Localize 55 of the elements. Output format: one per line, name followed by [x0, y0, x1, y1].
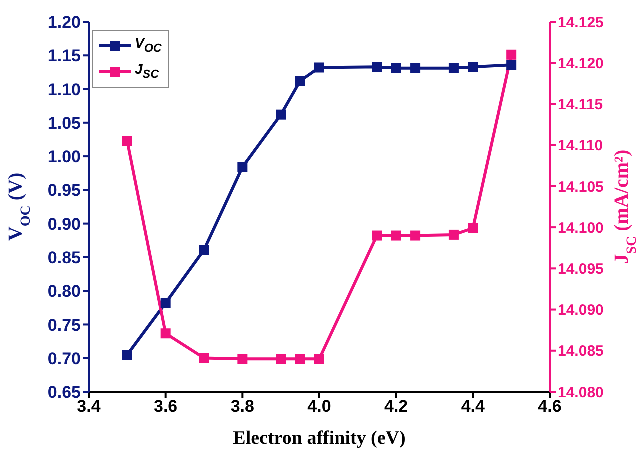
x-tick-label: 3.8 [230, 397, 254, 416]
y-tick-label: 1.15 [48, 46, 81, 66]
point [468, 223, 478, 234]
x-axis-title: Electron affinity (eV) [233, 428, 406, 449]
y2-tick-label: 14.095 [558, 260, 604, 278]
point [506, 50, 517, 60]
point [276, 354, 286, 364]
point [391, 63, 402, 74]
point [122, 136, 132, 146]
point [295, 354, 306, 364]
y-tick-label: 0.85 [48, 248, 81, 268]
x-tick-label: 3.4 [77, 397, 102, 416]
legend-label: V$_{OC}$ [135, 34, 162, 57]
y2-tick-label: 14.125 [558, 14, 604, 32]
point [295, 76, 306, 86]
point [314, 62, 324, 73]
y2-tick-label: 14.085 [558, 343, 604, 360]
point [122, 350, 132, 360]
y2-tick-label: 14.090 [558, 302, 604, 320]
point [199, 353, 210, 364]
x-tick-label: 4.2 [384, 397, 408, 416]
y-tick-label: 0.70 [48, 349, 81, 368]
x-tick-label: 4.4 [461, 397, 486, 416]
y-tick-label: 1.05 [48, 114, 81, 133]
y-tick-label: 1.00 [48, 148, 81, 167]
point [160, 298, 171, 308]
point [506, 60, 517, 70]
point [448, 63, 459, 74]
point [410, 230, 421, 241]
point [314, 354, 324, 364]
y2-tick-label: 14.110 [558, 138, 604, 155]
y-tick-label: 0.90 [48, 214, 81, 234]
point [199, 245, 210, 256]
legend-label: J$_{SC}$ [135, 60, 159, 83]
point [238, 162, 248, 172]
x-tick-label: 3.6 [154, 397, 178, 416]
y-tick-label: 1.10 [48, 80, 81, 100]
x-tick-label: 4.0 [308, 397, 332, 416]
point [238, 354, 248, 364]
y-tick-label: 0.80 [48, 282, 81, 302]
y-tick-label: 0.95 [48, 181, 81, 200]
point [372, 230, 382, 241]
point [160, 328, 171, 339]
point [391, 230, 402, 241]
y2-tick-label: 14.120 [558, 55, 604, 72]
point [410, 63, 421, 74]
y-tick-label: 0.75 [48, 316, 81, 335]
y-tick-label: 1.20 [48, 13, 81, 32]
y2-tick-label: 14.100 [558, 220, 604, 237]
y2-tick-label: 14.115 [558, 96, 604, 114]
point [372, 62, 382, 72]
point [276, 110, 286, 120]
y2-tick-label: 14.105 [558, 178, 604, 196]
point [468, 62, 478, 72]
point [448, 230, 459, 240]
